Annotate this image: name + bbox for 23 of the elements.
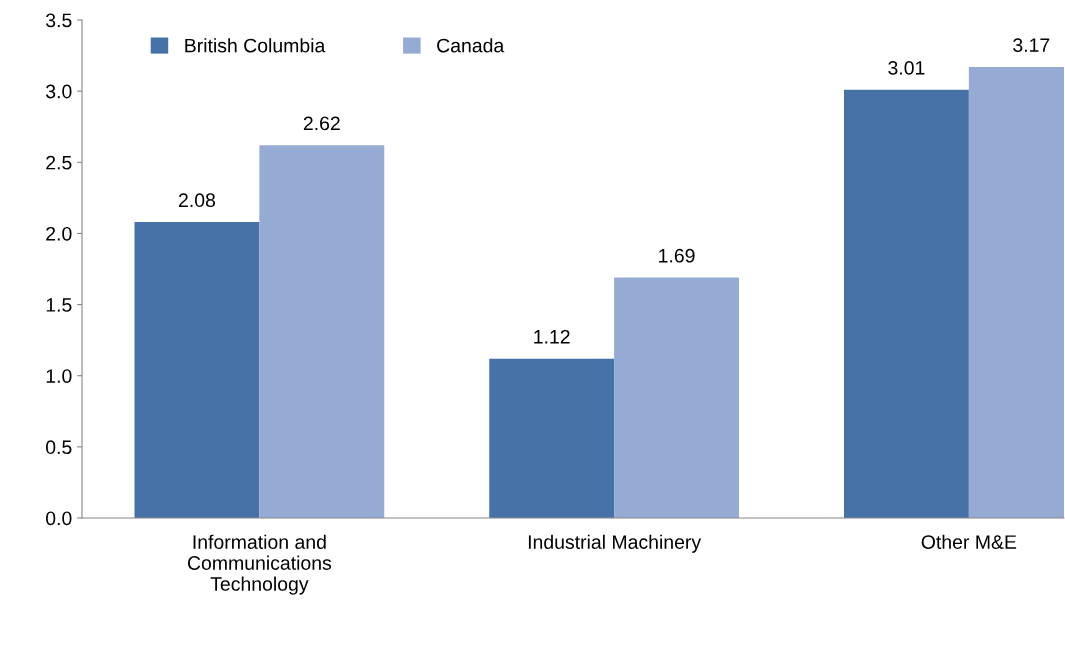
legend-label: British Columbia (185, 38, 326, 53)
bar (614, 277, 739, 518)
data-label: 1.69 (659, 248, 695, 263)
y-tick-label: 0.5 (46, 440, 72, 455)
data-label: 3.17 (1013, 38, 1050, 52)
y-tick-label: 1.0 (46, 369, 72, 383)
bar (489, 358, 615, 518)
data-label: 1.12 (534, 329, 570, 344)
y-tick-label: 2.5 (46, 155, 72, 170)
y-tick-label: 3.0 (45, 84, 72, 99)
x-tick-label: Industrial Machinery (528, 534, 702, 553)
legend-label: Canada (437, 38, 505, 53)
x-tick-label: Information and Communications Technology (187, 534, 332, 595)
bar (259, 145, 385, 518)
data-label: 2.62 (303, 116, 340, 131)
bar (134, 222, 260, 518)
y-tick-label: 2.0 (46, 226, 72, 241)
x-tick-label: Other M&E (921, 534, 1017, 549)
data-label: 2.08 (179, 193, 216, 208)
y-tick-label: 3.5 (45, 13, 72, 28)
y-tick-label: 0.0 (46, 511, 72, 526)
y-tick-label: 1.5 (46, 298, 72, 312)
data-label: 3.01 (888, 61, 925, 75)
